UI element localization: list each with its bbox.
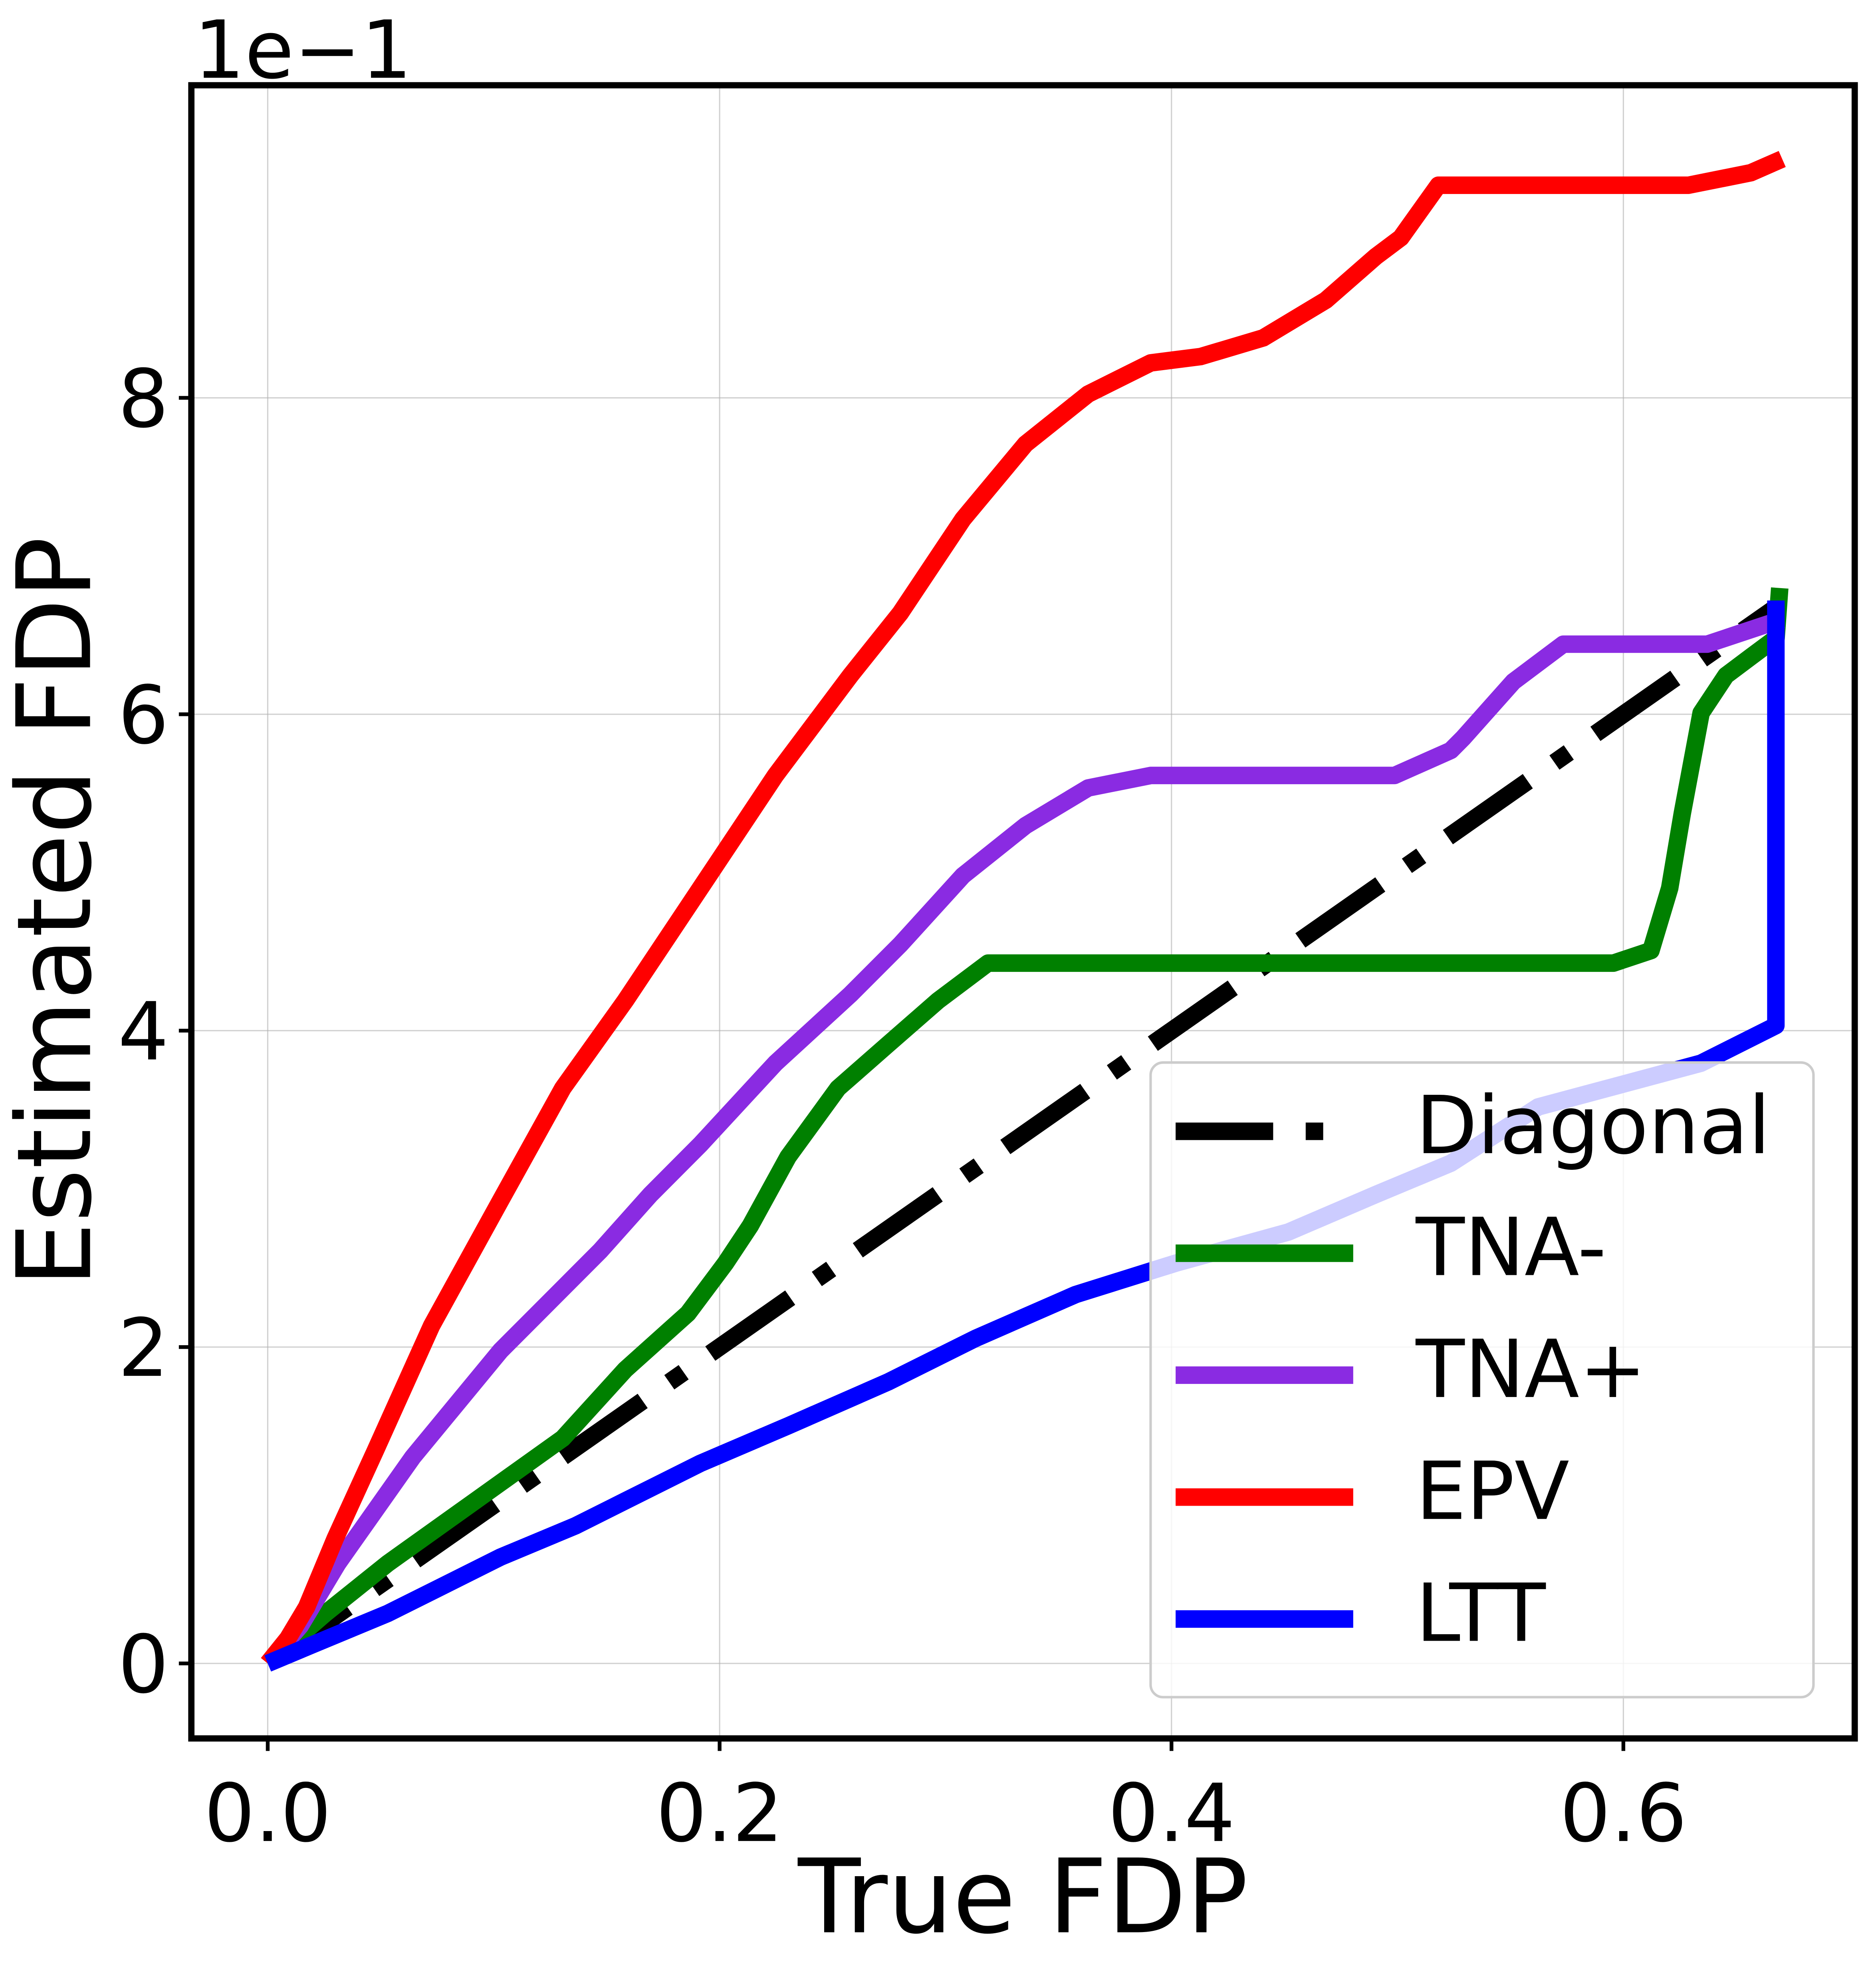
plot-frame [188, 82, 1858, 1742]
legend-label: TNA- [1415, 1201, 1606, 1294]
legend-label: EPV [1416, 1445, 1569, 1538]
y-tick-label: 6 [118, 669, 169, 762]
series-line [261, 151, 1786, 1669]
x-tick-label: 0.6 [1560, 1767, 1687, 1860]
y-tick-label: 2 [118, 1302, 169, 1395]
y-tick-label: 4 [118, 985, 169, 1078]
legend-label: LTT [1416, 1567, 1546, 1660]
y-axis-label: Estimated FDP [0, 537, 115, 1287]
legend: Diagonal TNA- TNA+ EPV LTT [1149, 1061, 1815, 1698]
y-tick-label: 0 [118, 1618, 169, 1711]
series-line [261, 610, 1785, 1669]
y-tick-label: 8 [118, 353, 169, 446]
x-tick-label: 0.0 [204, 1767, 331, 1860]
offset-text: 1e−1 [194, 4, 412, 97]
x-tick-label: 0.4 [1108, 1767, 1235, 1860]
legend-label: TNA+ [1415, 1323, 1646, 1416]
x-axis-label: True FDP [796, 1837, 1248, 1956]
series-line [262, 587, 1789, 1670]
legend-label: Diagonal [1416, 1079, 1770, 1172]
legend-box [1149, 1061, 1815, 1698]
series-line [262, 596, 1787, 1671]
x-tick-label: 0.2 [656, 1767, 783, 1860]
